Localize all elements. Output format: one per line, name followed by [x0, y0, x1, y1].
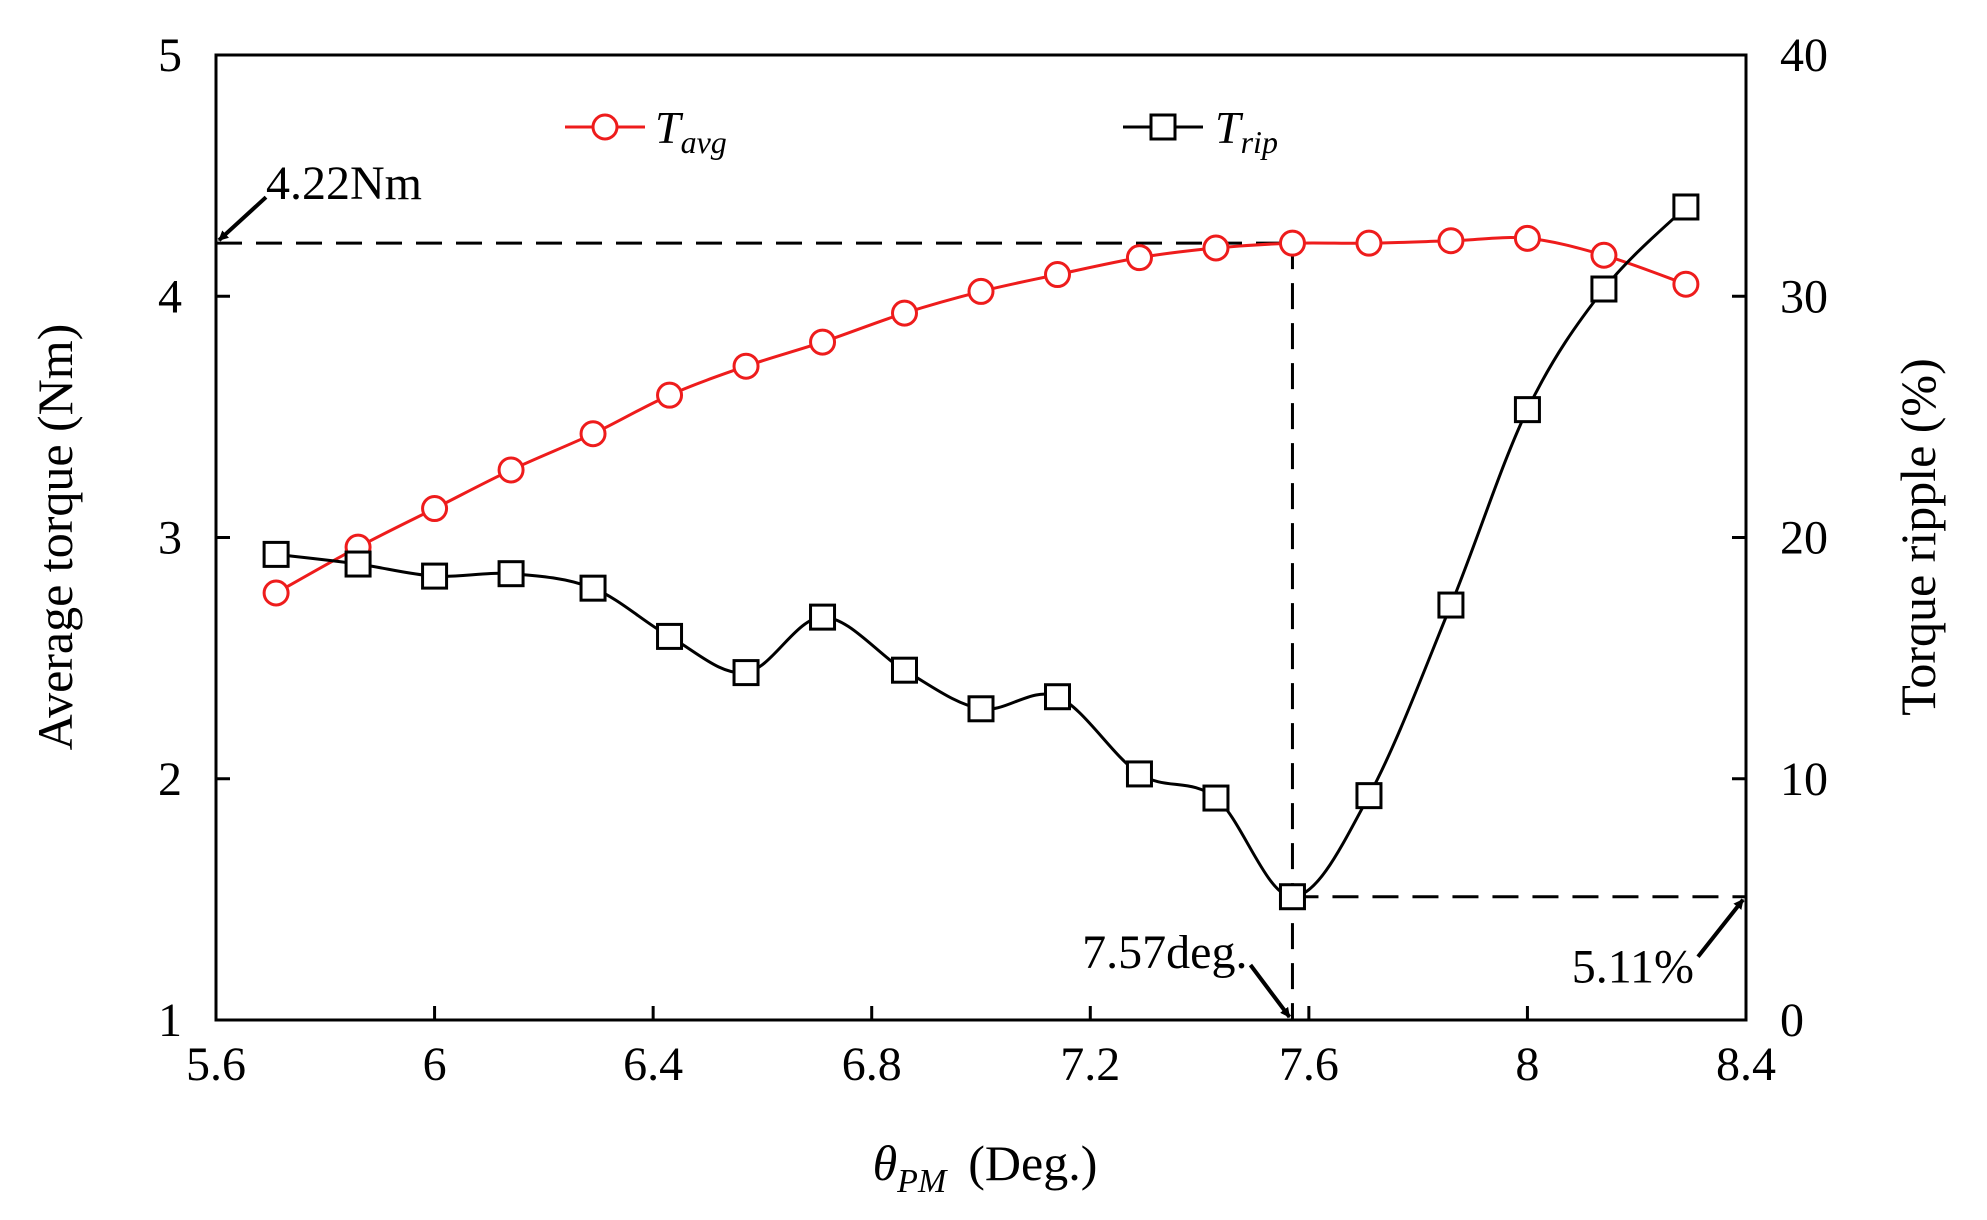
annotation-label-opt-angle: 7.57deg.: [1082, 926, 1247, 979]
x-tick-label: 6.8: [842, 1038, 902, 1091]
x-axis-label-unit: (Deg.): [968, 1135, 1097, 1191]
plot-frame: [214, 53, 1748, 1022]
data-point-t-avg: [1202, 234, 1230, 262]
series-lines: [275, 205, 1687, 899]
data-point-t-avg: [1125, 244, 1153, 272]
y-right-tick-label: 30: [1780, 270, 1828, 323]
data-point-t-rip: [656, 622, 684, 650]
data-point-t-avg: [1513, 224, 1541, 252]
y-left-tick-label: 4: [158, 270, 182, 323]
data-point-t-avg: [1278, 229, 1306, 257]
data-point-t-avg: [732, 352, 760, 380]
data-point-t-avg: [421, 495, 449, 523]
data-point-t-rip: [967, 695, 995, 723]
data-point-t-rip: [497, 560, 525, 588]
data-point-t-rip: [262, 540, 290, 568]
data-point-t-avg: [967, 277, 995, 305]
data-point-t-avg: [1672, 270, 1700, 298]
annotation-label-min-ripple: 5.11%: [1572, 941, 1694, 994]
y-left-tick-label: 2: [158, 753, 182, 806]
data-point-t-rip: [1125, 760, 1153, 788]
data-point-t-rip: [1202, 784, 1230, 812]
y-left-axis-label: Average torque (Nm): [27, 324, 83, 751]
data-point-t-rip: [1355, 782, 1383, 810]
annotation-arrow-min-ripple: [1696, 898, 1745, 958]
data-point-t-avg: [1437, 227, 1465, 255]
data-point-t-avg: [891, 299, 918, 327]
data-point-t-rip: [891, 656, 918, 684]
legend-item-t-rip: Trip: [1123, 102, 1278, 160]
legend-marker-t-rip: [1149, 113, 1177, 141]
data-point-t-rip: [1437, 591, 1465, 619]
y-right-tick-label: 10: [1780, 753, 1828, 806]
legend-item-t-avg: Tavg: [565, 102, 727, 160]
data-point-t-avg: [1590, 241, 1618, 269]
series-line-t-rip: [275, 205, 1687, 899]
x-tick-label: 6.4: [623, 1038, 683, 1091]
legend: Tavg Trip: [565, 102, 1278, 160]
x-tick-label: 8: [1515, 1038, 1539, 1091]
data-point-t-rip: [1044, 683, 1071, 711]
data-point-t-rip: [1278, 883, 1306, 911]
y-left-tick-label: 3: [158, 512, 182, 565]
x-tick-label: 5.6: [186, 1038, 246, 1091]
legend-marker-t-avg: [591, 113, 619, 141]
legend-label-t-rip: Trip: [1215, 102, 1278, 160]
data-point-t-rip: [1590, 275, 1618, 303]
data-point-t-rip: [809, 603, 837, 631]
data-point-t-rip: [1672, 193, 1700, 221]
y-left-tick-label: 5: [158, 29, 182, 82]
annotation-arrow-avg-max: [217, 195, 268, 242]
ticks: 5.6 6 6.4 6.8 7.2 7.6 8 8.4 1 2 3 4 5 0 10 20 30 40: [158, 29, 1828, 1091]
data-point-t-avg: [579, 420, 607, 448]
data-point-t-avg: [262, 579, 290, 607]
legend-label-t-avg: Tavg: [655, 102, 727, 160]
data-point-t-rip: [344, 550, 372, 578]
reference-lines: [216, 241, 1746, 1020]
x-tick-label: 8.4: [1716, 1038, 1776, 1091]
x-tick-label: 7.6: [1279, 1038, 1339, 1091]
annotation-arrow-opt-angle: [1248, 963, 1292, 1019]
data-point-t-avg: [656, 381, 684, 409]
y-right-tick-label: 0: [1780, 994, 1804, 1047]
annotation-label-avg-max: 4.22Nm: [266, 157, 422, 210]
y-right-tick-label: 40: [1780, 29, 1828, 82]
data-point-t-rip: [1513, 396, 1541, 424]
x-axis-label: θPM (Deg.): [873, 1135, 1098, 1200]
y-right-axis-label: Torque ripple (%): [1890, 358, 1946, 715]
y-right-tick-label: 20: [1780, 512, 1828, 565]
data-point-t-rip: [732, 659, 760, 687]
data-point-t-avg: [1355, 229, 1383, 257]
x-tick-label: 7.2: [1060, 1038, 1120, 1091]
x-tick-label: 6: [423, 1038, 447, 1091]
data-point-t-avg: [1044, 261, 1071, 289]
y-left-tick-label: 1: [158, 994, 182, 1047]
x-axis-label-symbol: θ: [873, 1135, 898, 1191]
x-axis-label-subscript: PM: [896, 1163, 948, 1200]
data-point-t-rip: [579, 574, 607, 602]
series-markers: [262, 193, 1700, 911]
data-point-t-avg: [809, 328, 837, 356]
data-point-t-avg: [497, 456, 525, 484]
annotations: 4.22Nm 7.57deg. 5.11%: [217, 157, 1745, 1019]
data-point-t-rip: [421, 562, 449, 590]
